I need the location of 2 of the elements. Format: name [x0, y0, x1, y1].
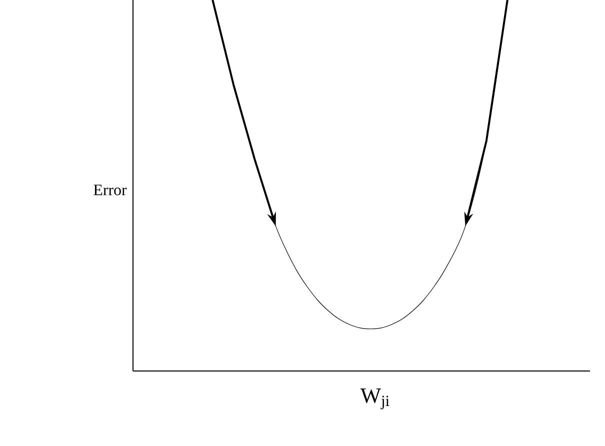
x-axis-title: W$_{ji}$ [360, 388, 390, 410]
y-axis-title: Error [94, 184, 127, 196]
